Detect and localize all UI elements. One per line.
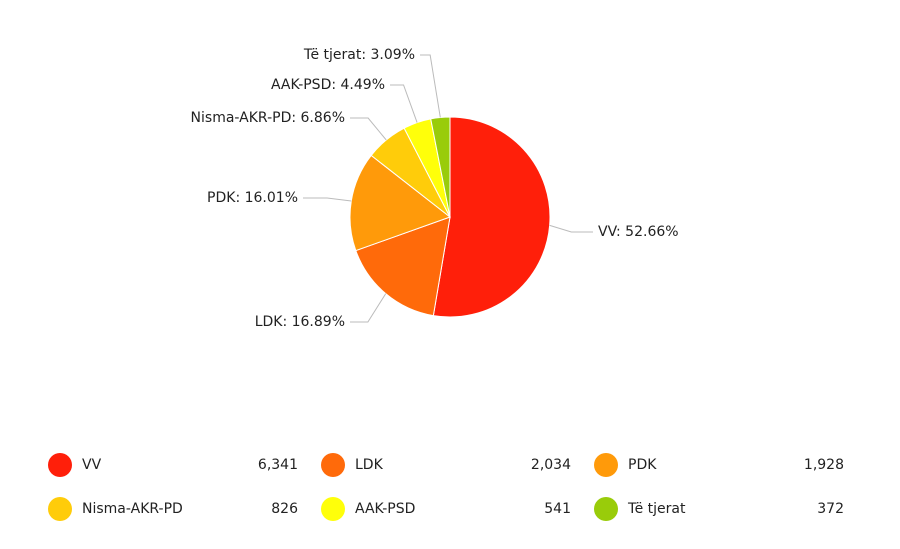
legend-swatch [48,453,72,477]
pie-slice [430,116,451,218]
slice-label: AAK-PSD: 4.49% [271,77,385,93]
leader-line [549,224,593,233]
legend-count: 1,928 [804,457,844,473]
legend-swatch [594,453,618,477]
pie-slice [349,154,452,252]
pie-slice [355,216,451,317]
legend-swatch [594,497,618,521]
leader-line [350,293,387,323]
pie-slice [432,116,551,318]
legend-label: PDK [628,457,657,473]
legend-count: 2,034 [531,457,571,473]
leader-line [350,117,387,141]
slice-label: Nisma-AKR-PD: 6.86% [191,110,345,126]
slice-label: VV: 52.66% [598,224,679,240]
legend-label: LDK [355,457,384,473]
slice-label: Të tjerat: 3.09% [303,47,415,63]
legend-label: VV [82,457,102,473]
legend-count: 541 [544,501,571,517]
slice-label: LDK: 16.89% [255,314,345,330]
legend-swatch [48,497,72,521]
slice-label: PDK: 16.01% [207,190,298,206]
leader-line [420,54,441,118]
legend-swatch [321,497,345,521]
legend-count: 826 [271,501,298,517]
legend-swatch [321,453,345,477]
legend-count: 6,341 [258,457,298,473]
legend-count: 372 [817,501,844,517]
legend-label: Të tjerat [627,501,686,517]
legend-label: Nisma-AKR-PD [82,501,183,517]
leader-line [303,197,352,202]
leader-line [390,84,418,123]
legend-label: AAK-PSD [355,501,415,517]
